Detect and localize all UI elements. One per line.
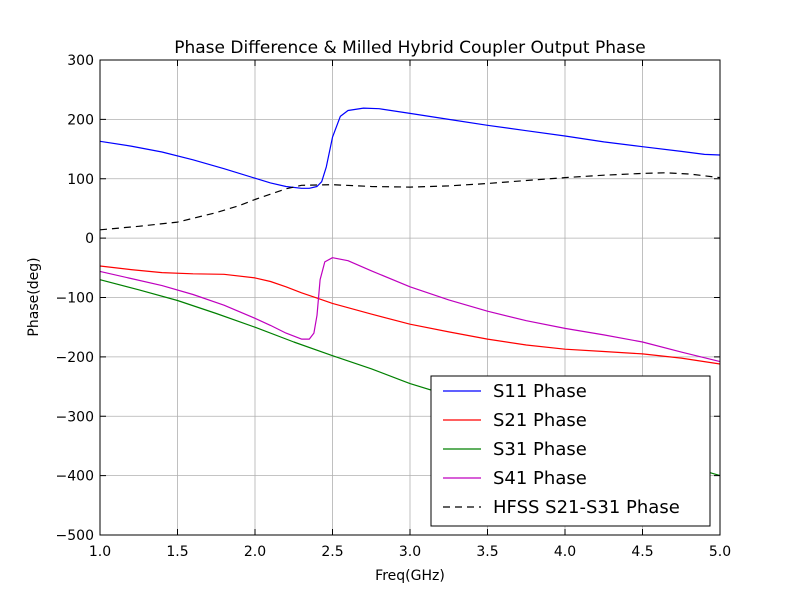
x-tick-label: 3.5 <box>476 544 498 560</box>
legend-label: S41 Phase <box>493 468 587 489</box>
x-tick-label: 2.5 <box>321 544 343 560</box>
y-tick-label: −100 <box>56 291 94 307</box>
y-axis-label: Phase(deg) <box>26 257 42 336</box>
y-tick-label: 100 <box>67 172 94 188</box>
series-line-5 <box>99 172 721 231</box>
series-line-2 <box>99 265 721 365</box>
series-line-1 <box>99 107 721 189</box>
axis-ticks: 1.0 1.5 2.0 2.5 3.0 3.5 4.0 4.5 5.0 300 200 100 0 −10… <box>56 53 732 560</box>
y-tick-label: −200 <box>56 350 94 366</box>
y-tick-label: −400 <box>56 469 94 485</box>
legend-label: S11 Phase <box>493 381 587 402</box>
x-tick-label: 3.0 <box>399 544 421 560</box>
series-line-4 <box>99 257 721 363</box>
x-axis-label: Freq(GHz) <box>375 568 445 584</box>
legend-box <box>430 375 711 527</box>
y-tick-label: 300 <box>67 53 94 69</box>
y-tick-label: −500 <box>56 528 94 544</box>
legend-label: S31 Phase <box>493 439 587 460</box>
x-tick-label: 1.5 <box>166 544 188 560</box>
chart-title: Phase Difference & Milled Hybrid Coupler… <box>174 38 646 58</box>
x-tick-label: 4.0 <box>554 544 576 560</box>
legend-label: HFSS S21-S31 Phase <box>493 497 680 518</box>
x-tick-label: 1.0 <box>89 544 111 560</box>
series-lines <box>99 107 721 477</box>
y-tick-label: 0 <box>85 231 94 247</box>
legend-label: S21 Phase <box>493 410 587 431</box>
y-tick-label: 200 <box>67 112 94 128</box>
x-tick-label: 2.0 <box>244 544 266 560</box>
x-tick-label: 4.5 <box>631 544 653 560</box>
x-tick-label: 5.0 <box>709 544 731 560</box>
y-tick-label: −300 <box>56 409 94 425</box>
legend: S11 Phase S21 Phase S31 Phase S41 Phase HFSS… <box>430 375 711 527</box>
